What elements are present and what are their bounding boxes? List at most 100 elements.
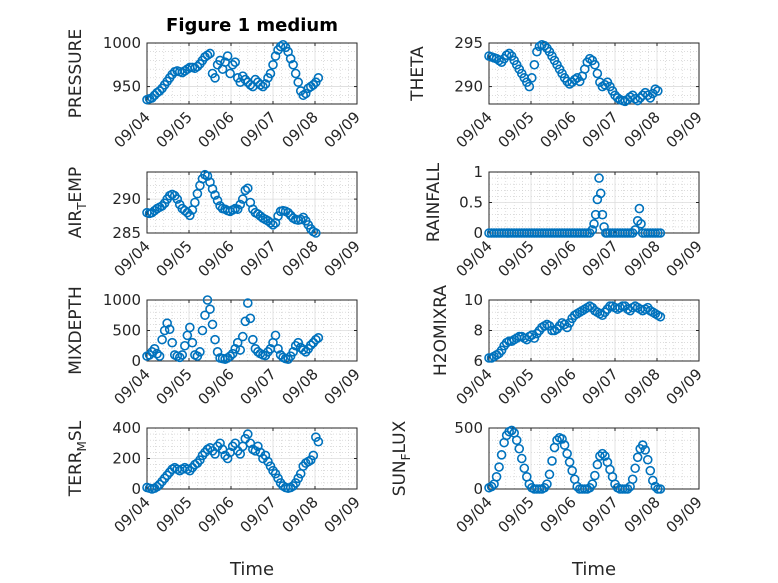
data-point [632, 95, 643, 106]
data-point [516, 453, 527, 464]
data-point [207, 184, 218, 194]
data-point [157, 201, 167, 211]
data-point [313, 73, 324, 83]
data-point [519, 463, 530, 474]
x-tick-label: 09/08 [279, 108, 322, 151]
data-point [542, 479, 552, 489]
data-point [597, 448, 608, 459]
data-point [552, 435, 562, 446]
data-point [600, 80, 610, 90]
data-point [527, 73, 537, 83]
data-point [557, 434, 567, 444]
x-tick-label: 09/06 [537, 108, 580, 151]
data-point [202, 50, 213, 61]
data-point [185, 210, 195, 221]
data-point [496, 345, 507, 356]
y-axis-label-main: MIXDEPTH [66, 286, 86, 375]
data-point [260, 450, 271, 461]
y-tick-label: 500 [454, 419, 483, 437]
x-tick-label: 09/07 [237, 493, 280, 536]
data-point [237, 194, 248, 204]
data-point [240, 185, 251, 196]
y-axis-label-rest: LUX [390, 420, 410, 453]
data-point [210, 334, 220, 345]
data-point [590, 209, 601, 220]
data-point [232, 204, 243, 215]
data-point [215, 438, 225, 449]
data-point [227, 348, 238, 359]
data-point [212, 347, 223, 357]
data-point [311, 334, 321, 345]
data-point [562, 448, 572, 459]
y-tick-label: 10 [464, 291, 483, 309]
data-point [230, 343, 240, 354]
data-point [311, 228, 321, 238]
data-point [237, 331, 248, 342]
y-tick-label: 0 [131, 480, 141, 498]
data-point [164, 324, 175, 335]
data-point [293, 337, 304, 348]
y-axis-label-main: SUN [390, 460, 410, 496]
data-point [195, 347, 205, 357]
x-tick-label: 09/05 [153, 237, 196, 280]
y-tick-label: 0 [473, 224, 483, 242]
data-point [222, 453, 233, 464]
y-tick-label: 6 [473, 352, 483, 370]
y-axis-label: MIXDEPTH [66, 286, 86, 375]
data-point [630, 93, 640, 104]
x-tick-label: 09/08 [279, 493, 322, 536]
data-point [250, 446, 261, 456]
data-point [227, 59, 238, 70]
data-point [265, 68, 276, 79]
data-point [529, 333, 540, 343]
x-tick-label: 09/05 [153, 365, 196, 408]
data-point [597, 209, 608, 220]
y-axis-label-main: H2OMIXRA [431, 285, 451, 376]
data-point [564, 318, 575, 328]
data-point [205, 304, 215, 314]
data-point [240, 316, 251, 327]
x-tick-label: 09/05 [495, 108, 538, 151]
x-tick-label: 09/06 [537, 493, 580, 536]
y-axis-label: SUNFLUX [390, 420, 413, 496]
y-tick-label: 1000 [103, 34, 141, 52]
y-axis-label-subscript: M [75, 441, 89, 451]
data-point [562, 322, 572, 333]
x-axis-label-right: Time [571, 559, 616, 580]
y-tick-label: 0.5 [459, 194, 483, 212]
data-point [313, 333, 324, 343]
data-point [258, 81, 268, 92]
data-point [627, 474, 638, 485]
x-tick-label: 09/04 [453, 108, 496, 151]
x-tick-label: 09/04 [453, 365, 496, 408]
data-point [222, 51, 233, 61]
y-tick-label: 1000 [103, 291, 141, 309]
y-axis-label-main: RAINFALL [424, 162, 444, 242]
figure-title: Figure 1 medium [166, 15, 338, 36]
y-tick-label: 1 [473, 163, 483, 181]
data-point [653, 86, 663, 96]
data-point [587, 225, 598, 235]
y-tick-label: 290 [454, 78, 483, 96]
data-point [182, 207, 193, 218]
data-point [564, 457, 575, 467]
axes-frame [146, 171, 358, 234]
data-point [253, 441, 263, 452]
x-tick-label: 09/04 [453, 493, 496, 536]
x-tick-label: 09/09 [663, 493, 706, 536]
data-point [622, 484, 633, 494]
data-point [200, 310, 210, 321]
data-point [308, 80, 319, 90]
data-point [594, 173, 604, 183]
y-axis-label-main: TERR [66, 451, 86, 497]
data-point [486, 481, 497, 492]
data-point [288, 347, 298, 357]
y-axis-label: AIRTEMP [66, 167, 89, 238]
data-point [634, 203, 645, 214]
data-point [260, 79, 271, 89]
x-tick-label: 09/07 [237, 108, 280, 151]
